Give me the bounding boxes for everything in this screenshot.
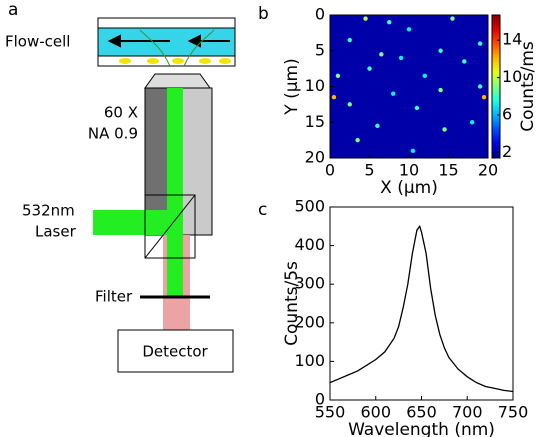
- spot: [450, 16, 455, 21]
- flow-cell-top: [97, 17, 236, 29]
- panel-label: b: [258, 4, 269, 24]
- flow-cell-bottom: [97, 55, 236, 67]
- x-tick-label: 700: [452, 403, 483, 422]
- laser-beam: [93, 210, 183, 235]
- x-tick-label: 550: [315, 403, 346, 422]
- detector-label: Detector: [142, 343, 208, 361]
- spot: [379, 52, 384, 57]
- x-axis-label: Wavelength (nm): [348, 420, 495, 437]
- objective-label: NA 0.9: [88, 125, 138, 143]
- y-tick-label: 500: [294, 197, 325, 216]
- x-tick-label: 5: [364, 161, 374, 180]
- objective-label: 60 X: [104, 104, 138, 122]
- y-tick-label: 0: [315, 5, 325, 24]
- flow-arrows: [107, 34, 230, 48]
- x-tick-label: 10: [399, 161, 419, 180]
- y-tick-label: 15: [305, 112, 325, 131]
- spot: [398, 55, 404, 61]
- colorbar: [491, 14, 501, 159]
- spectrum-line: [329, 224, 514, 393]
- spot: [331, 95, 337, 100]
- spot: [414, 105, 420, 111]
- panel-label: c: [258, 200, 267, 220]
- spot: [375, 123, 380, 129]
- spot: [410, 148, 416, 154]
- y-axis-label: Counts/5s: [282, 261, 302, 346]
- spot: [477, 84, 483, 89]
- x-tick-label: 650: [406, 403, 437, 422]
- x-axis-label: X (μm): [380, 178, 438, 198]
- colorbar-tick-label: 6: [502, 105, 512, 124]
- spot: [462, 59, 467, 64]
- beam-splitter-diagonal: [144, 194, 196, 259]
- spot: [347, 37, 352, 43]
- spot: [347, 102, 352, 107]
- spot: [406, 27, 412, 32]
- spot: [387, 19, 392, 25]
- colorbar-label: Counts/ms: [518, 41, 538, 132]
- y-tick-label: 300: [294, 274, 325, 293]
- spot: [391, 91, 396, 96]
- particles: [119, 58, 231, 64]
- y-tick-label: 5: [315, 40, 325, 59]
- laser-label: Laser: [35, 223, 77, 241]
- y-tick-label: 400: [294, 235, 325, 254]
- spot: [470, 120, 475, 125]
- x-tick-label: 750: [498, 403, 529, 422]
- laser-label: 532nm: [22, 202, 75, 220]
- x-tick-label: 20: [478, 161, 498, 180]
- flow-cell-label: Flow-cell: [5, 33, 70, 51]
- plot-frame: [329, 14, 489, 159]
- spot: [363, 16, 368, 21]
- x-tick-label: 15: [438, 161, 458, 180]
- spot: [438, 87, 443, 93]
- panel-label: a: [8, 0, 18, 20]
- y-tick-label: 200: [294, 312, 325, 331]
- spot: [355, 137, 360, 143]
- x-tick-label: 0: [325, 161, 335, 180]
- colorbar-tick-label: 2: [502, 142, 512, 161]
- heatmap-background: [330, 15, 488, 158]
- spot: [481, 95, 487, 100]
- objective-top: [144, 73, 211, 89]
- plot-frame: [329, 206, 514, 401]
- beam-splitter: [144, 194, 196, 259]
- filter-label: Filter: [95, 288, 133, 306]
- y-axis-label: Y (μm): [282, 58, 302, 115]
- y-tick-label: 20: [305, 148, 325, 167]
- colorbar-tick-label: 10: [502, 67, 522, 86]
- detector: [117, 329, 234, 373]
- y-tick-label: 0: [315, 390, 325, 409]
- x-tick-label: 600: [360, 403, 391, 422]
- spot: [422, 73, 427, 78]
- spot: [477, 41, 483, 46]
- spot: [367, 66, 372, 71]
- spot: [438, 48, 443, 53]
- collection-cone: [139, 29, 215, 67]
- excitation-beam: [167, 88, 183, 297]
- colorbar-tick-label: 14: [502, 30, 522, 49]
- y-tick-label: 100: [294, 351, 325, 370]
- spot: [335, 73, 341, 78]
- y-tick-label: 10: [305, 76, 325, 95]
- spot: [442, 127, 447, 132]
